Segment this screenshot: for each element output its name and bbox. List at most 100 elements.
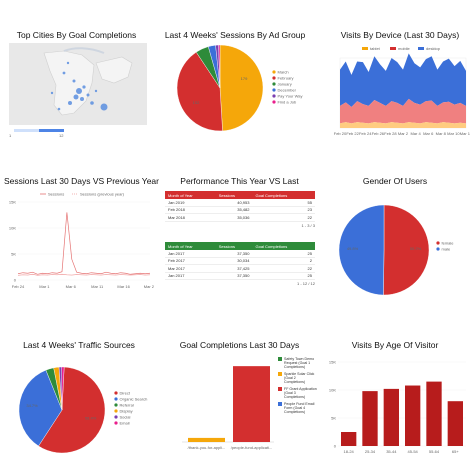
pie-slice[interactable] <box>61 366 65 411</box>
legend-dot[interactable] <box>114 409 118 413</box>
age-bar-chart[interactable]: 15K 10K 5K 0 18-24 25-34 35-44 45-54 55-64 65+ <box>320 352 470 468</box>
goal-bar-chart[interactable]: /thank-you-for-appli... /people-fund-appl… <box>162 352 274 464</box>
pie-slice[interactable] <box>338 204 385 296</box>
legend-label: mobile <box>398 46 411 51</box>
panel-traffic-sources: Last 4 Weeks' Traffic Sources 58.4% 34.7%… <box>4 340 154 470</box>
legend-item[interactable]: Safety Town Demo Request (Goal 1 Complet… <box>278 357 317 369</box>
column-header[interactable]: Month of Year <box>168 192 193 198</box>
legend-label: March <box>278 69 289 74</box>
table-row: Jan 2017 37,350 25 <box>165 250 315 258</box>
legend-swatch[interactable] <box>418 47 424 50</box>
sessions-line-chart[interactable]: 15K 10K 5K 0 Sessions Sessions (previous year… <box>4 188 154 298</box>
series-tablet-area[interactable] <box>340 122 466 128</box>
pie-slice[interactable] <box>383 204 430 296</box>
x-tick-label: Feb 24 <box>12 284 25 289</box>
series-sessions-line[interactable] <box>17 212 151 275</box>
series-previous-year-line[interactable] <box>17 273 151 276</box>
legend-dot[interactable] <box>272 70 276 74</box>
legend-dot[interactable] <box>114 397 118 401</box>
legend-dot[interactable] <box>436 241 440 245</box>
legend-dot[interactable] <box>114 415 118 419</box>
legend-item[interactable]: Sparkle Solar Click (Goal 2 Completions) <box>278 372 317 384</box>
column-header[interactable]: Sessions <box>218 243 235 249</box>
column-header[interactable]: Goal Completions <box>255 192 288 198</box>
panel-performance: Performance This Year VS Last Month of Y… <box>162 176 317 296</box>
panel-title: Top Cities By Goal Completions <box>16 30 137 40</box>
bar[interactable] <box>233 366 270 442</box>
legend-swatch[interactable] <box>362 47 368 50</box>
legend-dot[interactable] <box>272 82 276 86</box>
column-header[interactable]: Goal Completions <box>255 243 288 249</box>
cell: Jan 2017 <box>165 272 216 280</box>
x-tick-label: 45-54 <box>408 449 419 454</box>
x-tick-label: Mar 8 <box>436 131 447 136</box>
table-pager[interactable]: 1 - 3 / 3 <box>301 222 315 228</box>
bar[interactable] <box>426 381 442 446</box>
goal-legend: Safety Town Demo Request (Goal 1 Complet… <box>278 357 317 417</box>
y-tick-label: 15K <box>329 360 336 365</box>
cell: Jan 2017 <box>165 250 216 258</box>
legend-dot[interactable] <box>114 403 118 407</box>
legend-swatch[interactable] <box>390 47 396 50</box>
pie-slice[interactable] <box>18 369 63 447</box>
legend-item[interactable]: FF Grant Application (Goal 3 Completions… <box>278 387 317 399</box>
x-tick-label: 18-24 <box>344 449 355 454</box>
bar[interactable] <box>447 401 463 446</box>
legend-label: male <box>442 246 451 251</box>
panel-title: Last 4 Weeks' Sessions By Ad Group <box>164 30 306 40</box>
x-tick-label: Mar 4 <box>410 131 421 136</box>
table-row: Feb 2018 35,482 23 <box>165 206 315 214</box>
bar[interactable] <box>188 437 225 442</box>
x-tick-label: 55-64 <box>429 449 440 454</box>
svg-text:1: 1 <box>9 133 12 138</box>
legend-dot[interactable] <box>114 421 118 425</box>
pie-slice[interactable] <box>176 51 223 132</box>
x-tick-label: Mar 22 <box>144 284 154 289</box>
bar[interactable] <box>405 385 421 446</box>
x-tick-label: Mar 10 <box>447 131 460 136</box>
legend-dot[interactable] <box>272 100 276 104</box>
legend-label: Pay Your Way <box>278 93 303 98</box>
legend-item[interactable]: People Fund Email Form (Goal 4 Completio… <box>278 402 317 414</box>
table-row: Jan 2017 37,350 25 <box>165 272 315 280</box>
performance-table-this-year: Month of Year Sessions Goal Completions … <box>165 191 315 228</box>
legend-dot[interactable] <box>114 391 118 395</box>
legend-label: Organic Search <box>120 396 148 401</box>
x-tick-label: 25-34 <box>365 449 376 454</box>
slice-label: 179 <box>241 76 248 81</box>
x-tick-label: /thank-you-for-appli... <box>188 445 226 450</box>
pie-slice[interactable] <box>38 366 106 454</box>
cell: 35,036 <box>215 213 253 222</box>
pie-slice[interactable] <box>218 44 221 89</box>
bar[interactable] <box>341 432 357 446</box>
legend-label: February <box>278 75 294 80</box>
performance-table-last-year: Month of Year Sessions Goal Completions … <box>165 242 315 286</box>
bar[interactable] <box>383 388 399 446</box>
pie-slice[interactable] <box>219 44 264 132</box>
legend-dot[interactable] <box>436 247 440 251</box>
slice-label: 152 <box>193 100 200 105</box>
panel-title: Visits By Device (Last 30 Days) <box>340 30 460 40</box>
cell: 2 <box>252 257 315 265</box>
table-pager[interactable]: 1 - 12 / 12 <box>296 281 315 286</box>
panel-visits-device: Visits By Device (Last 30 Days) tablet mo… <box>330 26 470 138</box>
legend-dot[interactable] <box>272 88 276 92</box>
series-desktop-area[interactable] <box>340 53 466 107</box>
cell: Feb 2018 <box>165 206 216 214</box>
bar[interactable] <box>362 391 378 446</box>
table-row: Jan 2019 40,953 55 <box>165 199 315 207</box>
column-header[interactable]: Sessions <box>218 192 235 198</box>
y-tick-label: 5K <box>11 252 16 257</box>
column-header[interactable]: Month of Year <box>168 243 193 249</box>
x-tick-label: Feb 22 <box>346 131 359 136</box>
geo-map[interactable]: 1 12 <box>4 43 149 138</box>
series-mobile-area[interactable] <box>340 98 466 124</box>
svg-text:12: 12 <box>59 133 64 138</box>
y-tick-label: 5K <box>331 416 336 421</box>
legend-dot[interactable] <box>272 94 276 98</box>
legend-dot[interactable] <box>272 76 276 80</box>
